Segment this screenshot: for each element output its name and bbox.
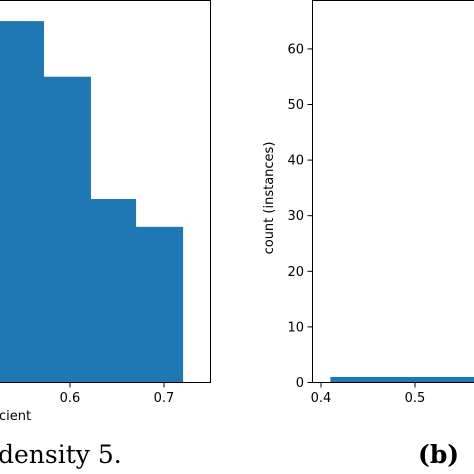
right-axes-frame: [312, 0, 474, 383]
y-tick-label: 60: [287, 42, 304, 57]
right-x-ticks: 0.4 0.5: [311, 382, 426, 406]
x-tick-label: 0.7: [154, 391, 175, 406]
left-axes-frame: [0, 0, 211, 383]
y-tick-label: 30: [287, 209, 304, 224]
y-tick-label: 0: [296, 376, 304, 391]
histogram-bar: [135, 226, 184, 383]
subfigure-label-b: (b): [418, 440, 460, 469]
left-x-ticks: 0.6 0.7: [60, 382, 175, 406]
y-tick-label: 20: [287, 265, 304, 280]
x-tick-label: 0.5: [405, 391, 426, 406]
right-bars-group: [330, 376, 474, 383]
y-tick-label: 10: [287, 320, 304, 335]
left-caption: density 5.: [0, 440, 122, 469]
right-y-ticks: 0 10 20 30 40 50 60: [287, 42, 313, 391]
histogram-bar: [0, 21, 44, 383]
right-caption: (b): [418, 440, 459, 469]
right-histogram-panel: 0 10 20 30 40 50 60 0.4 0.5 count (instances): [262, 0, 474, 406]
y-tick-label: 50: [287, 98, 304, 113]
histogram-bar: [43, 76, 91, 383]
x-tick-label: 0.6: [60, 391, 81, 406]
histogram-bar: [90, 199, 137, 383]
left-histogram-panel: 0.6 0.7 cient: [0, 0, 211, 424]
left-x-axis-label: cient: [0, 409, 31, 424]
left-bars-group: [0, 21, 184, 383]
x-tick-label: 0.4: [311, 391, 332, 406]
y-tick-label: 40: [287, 154, 304, 169]
right-y-axis-label: count (instances): [262, 142, 277, 255]
histogram-bar: [330, 376, 474, 383]
